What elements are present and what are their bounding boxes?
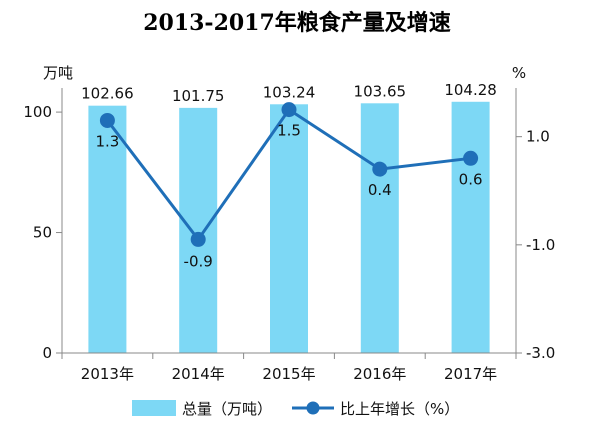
x-tick-label: 2017年: [444, 365, 497, 383]
bar-labels: 102.66 101.75 103.24 103.65 104.28: [81, 81, 497, 105]
right-axis-unit: %: [512, 64, 526, 82]
bar: [451, 101, 490, 353]
legend-bar-label: 总量（万吨）: [182, 400, 272, 418]
x-axis: 2013年 2014年 2015年 2016年 2017年: [61, 352, 517, 383]
left-tick-label: 100: [23, 103, 52, 121]
legend-line-marker: [306, 401, 320, 415]
bar-value-label: 103.65: [354, 82, 407, 100]
line-value-label: 0.4: [368, 181, 392, 199]
bar: [179, 107, 218, 353]
bar-value-label: 103.24: [263, 83, 316, 101]
bar-value-label: 102.66: [81, 85, 134, 103]
right-tick-label: -1.0: [526, 236, 555, 254]
legend-bar-swatch: [132, 400, 176, 416]
line-series: [99, 102, 479, 247]
x-tick-label: 2014年: [172, 365, 225, 383]
bar: [88, 105, 127, 353]
x-tick-label: 2013年: [81, 365, 134, 383]
chart-title: 2013-2017年粮食产量及增速: [143, 10, 451, 36]
left-axis-unit: 万吨: [43, 64, 73, 82]
line-value-label: 1.5: [277, 122, 301, 140]
right-tick-label: -3.0: [526, 344, 555, 362]
line-point: [463, 150, 479, 166]
right-tick-label: 1.0: [526, 128, 550, 146]
line-point: [372, 161, 388, 177]
x-tick-label: 2015年: [262, 365, 315, 383]
left-axis: 0 50 100: [23, 88, 63, 362]
bar-series: [88, 101, 490, 353]
bar-value-label: 104.28: [444, 81, 497, 99]
line-point: [99, 112, 115, 128]
line-value-label: 0.6: [459, 170, 483, 188]
line-point: [190, 231, 206, 247]
right-axis: -3.0 -1.0 1.0: [515, 88, 555, 362]
x-tick-label: 2016年: [353, 365, 406, 383]
left-tick-label: 0: [42, 344, 52, 362]
line-value-label: 1.3: [95, 132, 119, 150]
line-value-label: -0.9: [184, 252, 213, 270]
bar: [270, 104, 308, 353]
bar-value-label: 101.75: [172, 87, 225, 105]
left-tick-label: 50: [33, 224, 52, 242]
line-labels: 1.3 -0.9 1.5 0.4 0.6: [95, 122, 482, 271]
legend-line-label: 比上年增长（%）: [340, 400, 459, 418]
line-point: [281, 102, 297, 118]
bar: [360, 103, 399, 353]
legend: 总量（万吨） 比上年增长（%）: [132, 400, 459, 418]
